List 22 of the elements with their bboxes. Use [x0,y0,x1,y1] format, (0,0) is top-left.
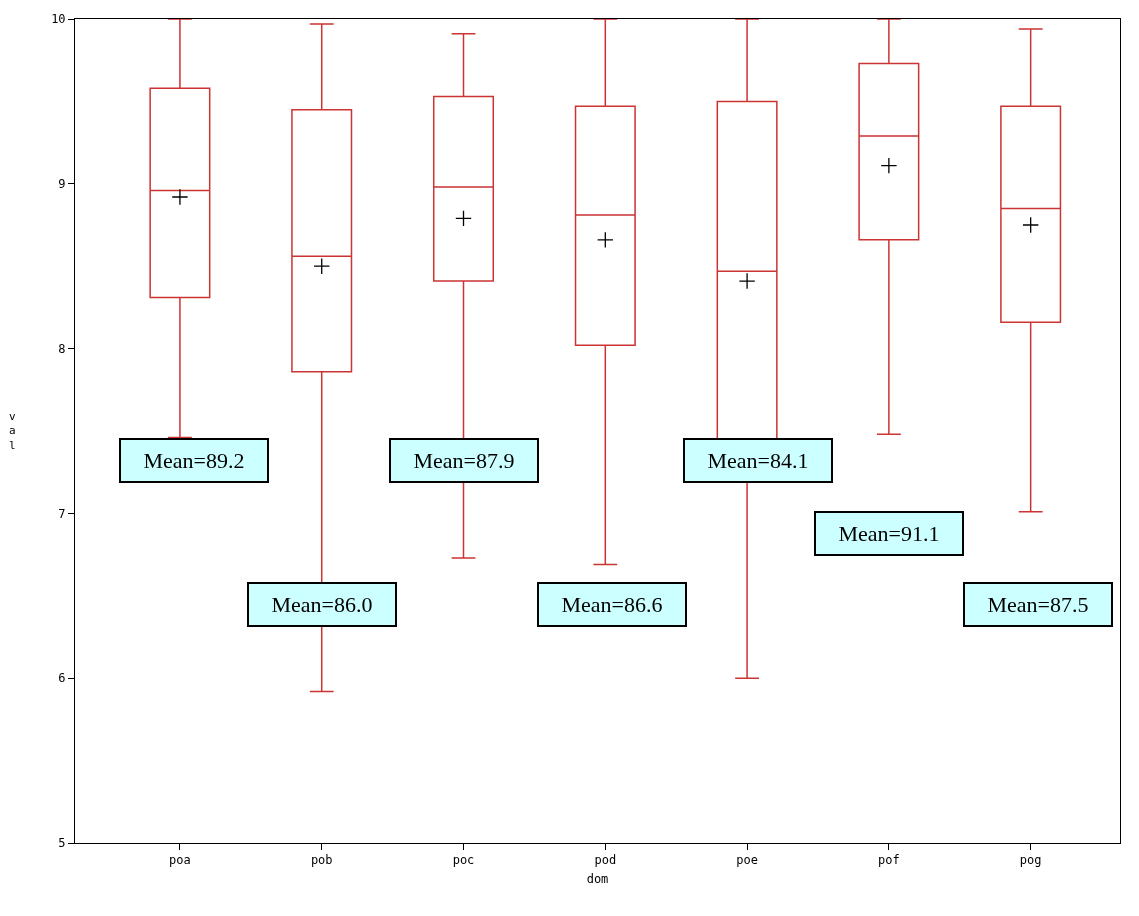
annotation: Mean=86.6 [561,592,663,617]
x-tick-label: poc [452,853,475,868]
annotation: Mean=87.9 [413,448,515,473]
y-tick-label: 10 [51,12,66,27]
y-tick-label: 6 [58,671,66,686]
y-axis-title: val [9,410,16,452]
x-tick-label: poa [169,853,191,868]
y-tick-label: 7 [58,506,66,521]
x-tick-label: pod [594,853,617,868]
y-tick-label: 8 [58,341,66,356]
annotation: Mean=89.2 [143,448,245,473]
x-axis-title: dom [586,872,609,887]
y-tick-label: 5 [58,836,66,851]
x-tick-label: pof [878,853,900,868]
annotation: Mean=86.0 [271,592,373,617]
x-tick-label: pog [1019,853,1042,868]
x-tick-label: poe [736,853,758,868]
annotation: Mean=87.5 [987,592,1089,617]
y-tick-label: 9 [58,177,66,191]
annotation: Mean=84.1 [707,448,809,473]
annotation: Mean=91.1 [838,521,940,546]
x-tick-label: pob [310,853,333,868]
